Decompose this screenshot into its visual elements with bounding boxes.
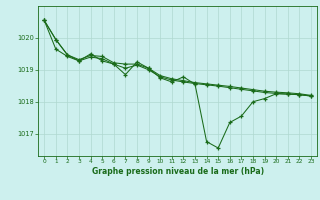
X-axis label: Graphe pression niveau de la mer (hPa): Graphe pression niveau de la mer (hPa) (92, 167, 264, 176)
